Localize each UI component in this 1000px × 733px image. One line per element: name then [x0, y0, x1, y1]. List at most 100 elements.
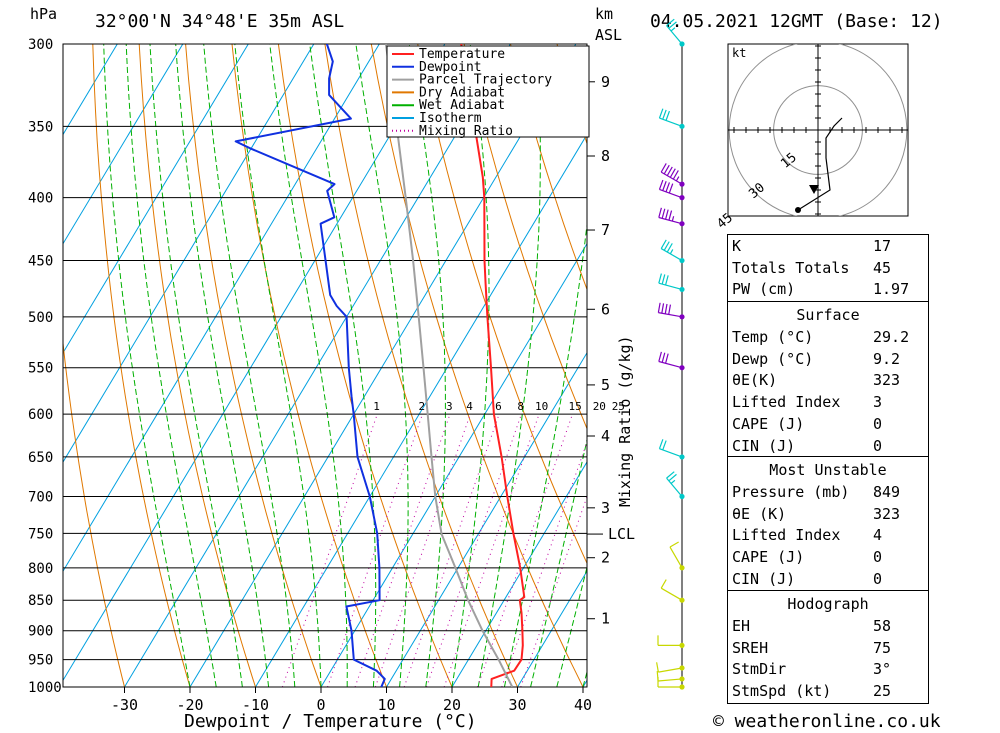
pressure-tick-label: 900: [28, 624, 53, 640]
wind-shaft: [669, 546, 683, 569]
index-value: 1.97: [873, 280, 910, 299]
wind-shaft: [658, 282, 683, 290]
wind-barb: [658, 179, 685, 201]
asl-label: ASL: [595, 26, 622, 44]
mixing-ratio-line: [403, 414, 500, 687]
wind-feather: [657, 302, 661, 313]
hodograph-trace: [797, 117, 843, 211]
x-tick-label: 40: [574, 696, 592, 714]
pressure-tick-label: 300: [28, 37, 53, 53]
temperature-line: [460, 44, 526, 687]
x-tick-label: -10: [242, 696, 269, 714]
wind-feather: [656, 662, 659, 673]
hodograph-surface-point: [795, 207, 801, 213]
footer-credit: © weatheronline.co.uk: [713, 711, 941, 732]
index-value: 0: [873, 569, 883, 588]
wet-adiabat-line: [477, 44, 541, 687]
wet-adiabat-line: [125, 44, 217, 687]
wind-dot: [679, 597, 685, 603]
mixing-ratio-line: [281, 414, 378, 687]
wind-feather: [668, 473, 677, 482]
index-label: θE(K): [732, 371, 778, 390]
isotherm-line: [386, 351, 587, 687]
wind-barb: [657, 302, 685, 320]
most-unstable-box: Most Unstable Pressure (mb) 849 θE (K) 323 L…: [727, 456, 929, 592]
index-value: 25: [873, 682, 892, 701]
wind-barb: [660, 239, 685, 264]
wind-feather: [660, 579, 667, 589]
wind-feather: [664, 275, 669, 286]
km-tick-label: 5: [601, 376, 610, 394]
wind-half-feather: [670, 27, 676, 32]
wind-barb: [660, 163, 685, 187]
wind-shaft: [660, 587, 683, 601]
wet-adiabat-line: [530, 437, 587, 687]
x-tick-label: 0: [316, 696, 325, 714]
wind-feather: [666, 471, 675, 479]
pressure-tick-label: 350: [28, 119, 53, 135]
wind-feather: [658, 439, 664, 449]
mixing-ratio-line: [374, 414, 471, 687]
skewt-plot: 1 2 3 4 6 8 10 15 20 2530035040045050055060065070…: [28, 37, 635, 714]
surface-indices-box: Surface Temp (°C) 29.2 Dewp (°C) 9.2 θE(K) 32…: [727, 301, 929, 458]
dry-adiabat-line: [277, 44, 453, 687]
wind-feather: [666, 243, 673, 253]
index-value: 323: [873, 371, 901, 390]
dry-adiabat-line: [463, 44, 587, 430]
index-label: Pressure (mb): [732, 483, 850, 501]
wind-feather: [662, 109, 667, 120]
km-tick-label: 2: [601, 549, 610, 567]
wind-feather: [664, 303, 668, 314]
wind-shaft: [658, 312, 683, 318]
index-value: 45: [873, 258, 892, 277]
wind-barb: [669, 541, 685, 571]
pressure-tick-label: 550: [28, 361, 53, 377]
legend-label-dry_adiabat: Dry Adiabat: [419, 85, 505, 100]
legend-label-isotherm: Isotherm: [419, 111, 482, 126]
index-value: 29.2: [873, 328, 910, 346]
wind-feather: [666, 166, 673, 176]
index-value: 849: [873, 483, 901, 501]
wind-shaft: [659, 117, 683, 127]
dry-adiabat-line: [510, 44, 587, 291]
index-label: StmSpd (kt): [732, 682, 832, 701]
wind-shaft: [658, 667, 683, 673]
mixing-ratio-line: [327, 414, 423, 687]
parcel-trajectory-line: [384, 44, 514, 687]
index-value: 323: [873, 504, 901, 523]
wind-feather: [661, 274, 666, 285]
stability-indices-box: K 17 Totals Totals 45 PW (cm) 1.97: [727, 234, 929, 303]
km-tick-label: 9: [601, 73, 610, 91]
index-value: 75: [873, 638, 892, 657]
wind-feather: [658, 179, 664, 190]
index-label: Totals Totals: [732, 258, 850, 277]
index-value: 3: [873, 393, 883, 412]
wind-feather: [668, 210, 673, 221]
wind-feather: [658, 108, 664, 119]
wind-barb: [657, 635, 685, 648]
hodograph-indices-box: Hodograph EH 58 SREH 75 StmDir 3° StmSpd (kt) 2…: [727, 590, 929, 704]
km-label: km: [595, 5, 613, 23]
wind-shaft: [658, 360, 683, 369]
x-axis-title: Dewpoint / Temperature (°C): [184, 711, 477, 732]
wet-adiabat-line: [149, 44, 243, 687]
index-value: 0: [873, 436, 883, 455]
wind-barb: [656, 662, 685, 673]
pressure-tick-label: 450: [28, 254, 53, 270]
index-label: StmDir: [732, 660, 787, 679]
pressure-tick-label: 400: [28, 191, 53, 207]
hodograph-unit-label: kt: [732, 46, 746, 60]
wind-feather: [669, 541, 679, 548]
wind-barb: [656, 671, 685, 682]
isotherm-line: [517, 570, 587, 687]
legend-label-wet_adiabat: Wet Adiabat: [419, 98, 505, 113]
index-label: EH: [732, 617, 751, 635]
hodograph-title: Hodograph: [787, 595, 869, 613]
wind-feather: [662, 181, 667, 191]
most-unstable-title: Most Unstable: [769, 461, 887, 479]
legend-frame: [386, 45, 590, 138]
wind-profile: [656, 18, 685, 690]
index-label: CAPE (J): [732, 414, 805, 433]
km-tick-label: 1: [601, 610, 610, 628]
